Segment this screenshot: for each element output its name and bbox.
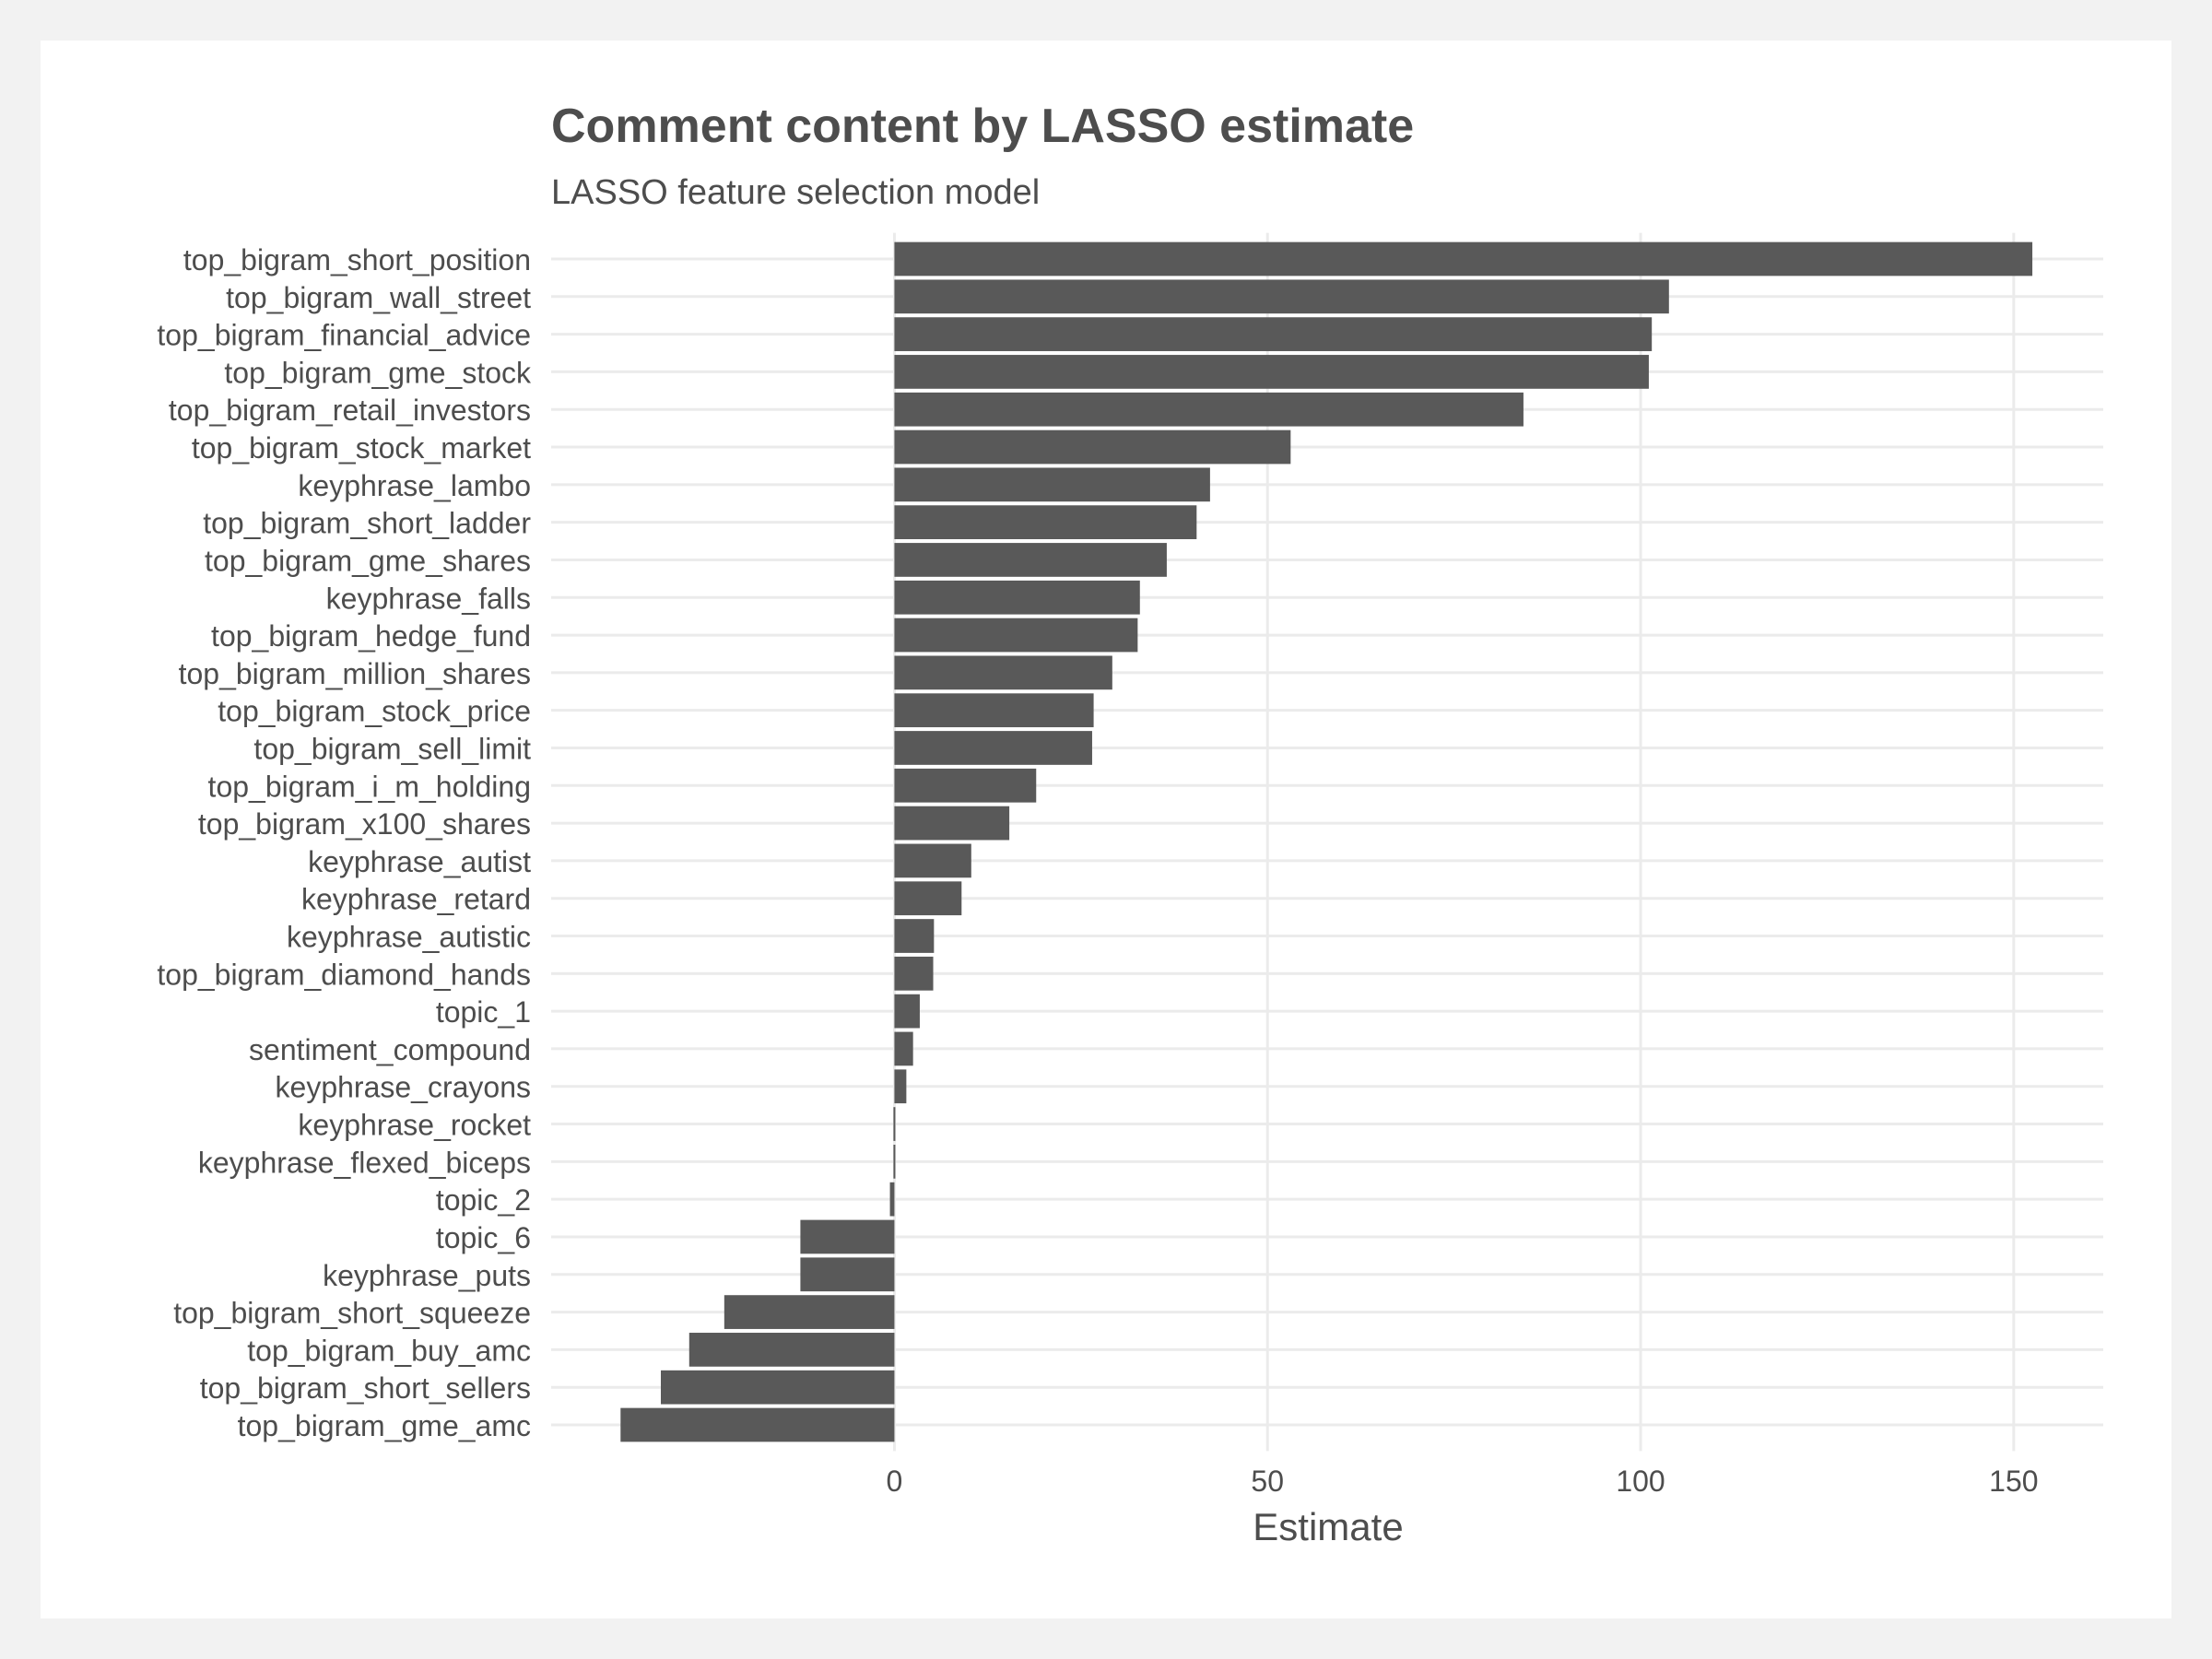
grid-lines [551,232,2103,1452]
category-label: topic_6 [436,1221,531,1254]
bar-top_bigram_sell_limit [894,731,1092,765]
category-label: top_bigram_diamond_hands [157,958,531,991]
category-label: keyphrase_flexed_biceps [198,1146,531,1179]
bar-topic_6 [800,1219,895,1254]
category-label: top_bigram_gme_shares [205,544,531,577]
bar-keyphrase_crayons [894,1069,907,1104]
category-label: top_bigram_short_position [183,243,531,276]
x-axis-ticks: 0 50 100 150 [887,1465,2039,1498]
category-label: topic_1 [436,995,531,1029]
category-label: top_bigram_sell_limit [253,732,531,765]
bar-keyphrase_autistic [894,919,935,953]
bar-top_bigram_i_m_holding [894,768,1037,803]
chart-subtitle: LASSO feature selection model [551,173,1040,212]
category-label: top_bigram_stock_market [192,431,531,465]
category-label: top_bigram_retail_investors [169,394,531,427]
x-tick-label: 0 [887,1465,903,1498]
bar-top_bigram_short_squeeze [724,1295,895,1329]
category-label: top_bigram_short_squeeze [173,1297,531,1330]
bar-top_bigram_buy_amc [688,1333,895,1367]
bar-top_bigram_gme_amc [620,1407,895,1442]
bar-top_bigram_retail_investors [894,392,1524,427]
category-label: keyphrase_falls [326,582,531,615]
category-label: top_bigram_short_ladder [203,507,531,540]
category-label: keyphrase_autistic [287,921,531,954]
category-label: top_bigram_financial_advice [157,319,531,352]
category-label: keyphrase_rocket [298,1109,531,1142]
chart-title: Comment content by LASSO estimate [551,100,1414,153]
category-label: top_bigram_million_shares [179,657,531,690]
category-label: keyphrase_crayons [276,1071,531,1104]
x-axis-title: Estimate [1253,1505,1403,1548]
category-label: top_bigram_gme_stock [224,356,532,389]
category-label: top_bigram_hedge_fund [211,619,531,653]
bar-keyphrase_lambo [894,467,1210,502]
bar-top_bigram_short_sellers [661,1370,895,1405]
category-label: top_bigram_x100_shares [198,807,531,841]
category-label: top_bigram_i_m_holding [208,770,531,803]
category-label: top_bigram_stock_price [218,695,531,728]
category-label: top_bigram_wall_street [226,281,531,314]
bar-top_bigram_gme_shares [894,543,1167,577]
bar-top_bigram_million_shares [894,655,1112,690]
category-label: keyphrase_puts [323,1259,531,1292]
x-tick-label: 100 [1616,1465,1665,1498]
bar-topic_1 [894,994,920,1029]
bar-sentiment_compound [894,1031,913,1066]
x-tick-label: 150 [1989,1465,2038,1498]
category-label: keyphrase_autist [308,845,531,878]
bar-top_bigram_financial_advice [894,317,1653,351]
category-labels: top_bigram_short_position top_bigram_wall… [157,243,532,1442]
bar-keyphrase_rocket [893,1107,896,1141]
category-label: sentiment_compound [249,1033,531,1066]
category-label: keyphrase_retard [301,883,531,916]
bar-top_bigram_x100_shares [894,806,1010,841]
category-label: top_bigram_short_sellers [200,1371,531,1405]
category-label: keyphrase_lambo [298,469,531,502]
bar-top_bigram_gme_stock [894,355,1649,389]
x-tick-label: 50 [1251,1465,1284,1498]
bar-keyphrase_flexed_biceps [893,1144,896,1179]
category-label: top_bigram_buy_amc [247,1334,531,1367]
bar-keyphrase_puts [800,1257,895,1292]
bar-keyphrase_falls [894,580,1140,615]
bars [620,241,2033,1442]
bar-top_bigram_wall_street [894,279,1669,314]
bar-top_bigram_short_ladder [894,505,1197,540]
bar-top_bigram_stock_price [894,693,1094,728]
bar-top_bigram_stock_market [894,429,1291,465]
bar-top_bigram_short_position [894,241,2033,276]
bar-keyphrase_autist [894,843,971,878]
category-label: topic_2 [436,1183,531,1217]
bar-keyphrase_retard [894,881,962,916]
bar-topic_2 [889,1182,895,1217]
category-label: top_bigram_gme_amc [238,1409,531,1442]
bar-top_bigram_hedge_fund [894,618,1138,653]
bar-top_bigram_diamond_hands [894,956,934,991]
